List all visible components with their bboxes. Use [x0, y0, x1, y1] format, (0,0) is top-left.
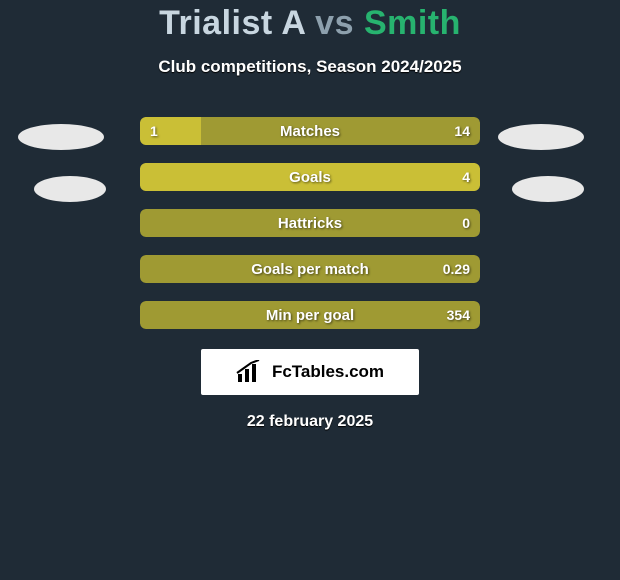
date-line: 22 february 2025: [0, 413, 620, 431]
stat-value-right: 4: [462, 163, 470, 191]
brand-name: FcTables.com: [272, 362, 384, 382]
stat-value-right: 354: [447, 301, 470, 329]
team-badge-placeholder: [34, 176, 106, 202]
team-badge-placeholder: [498, 124, 584, 150]
team-badge-placeholder: [512, 176, 584, 202]
bars-icon: [236, 360, 266, 384]
stat-bar: Goals4: [140, 163, 480, 191]
title-player-b: Smith: [364, 4, 461, 42]
stat-value-right: 0.29: [443, 255, 470, 283]
stat-value-right: 0: [462, 209, 470, 237]
comparison-card: Trialist A vs Smith Club competitions, S…: [0, 0, 620, 580]
stat-bar: Min per goal354: [140, 301, 480, 329]
stat-bar: Goals per match0.29: [140, 255, 480, 283]
stat-value-left: 1: [150, 117, 158, 145]
stat-value-right: 14: [454, 117, 470, 145]
brand-footer: FcTables.com: [201, 349, 419, 395]
page-title: Trialist A vs Smith: [0, 0, 620, 43]
title-player-a: Trialist A: [159, 4, 305, 42]
stat-bar: Matches114: [140, 117, 480, 145]
stat-bar: Hattricks0: [140, 209, 480, 237]
team-badge-placeholder: [18, 124, 104, 150]
title-vs: vs: [315, 4, 354, 42]
subtitle: Club competitions, Season 2024/2025: [0, 57, 620, 77]
